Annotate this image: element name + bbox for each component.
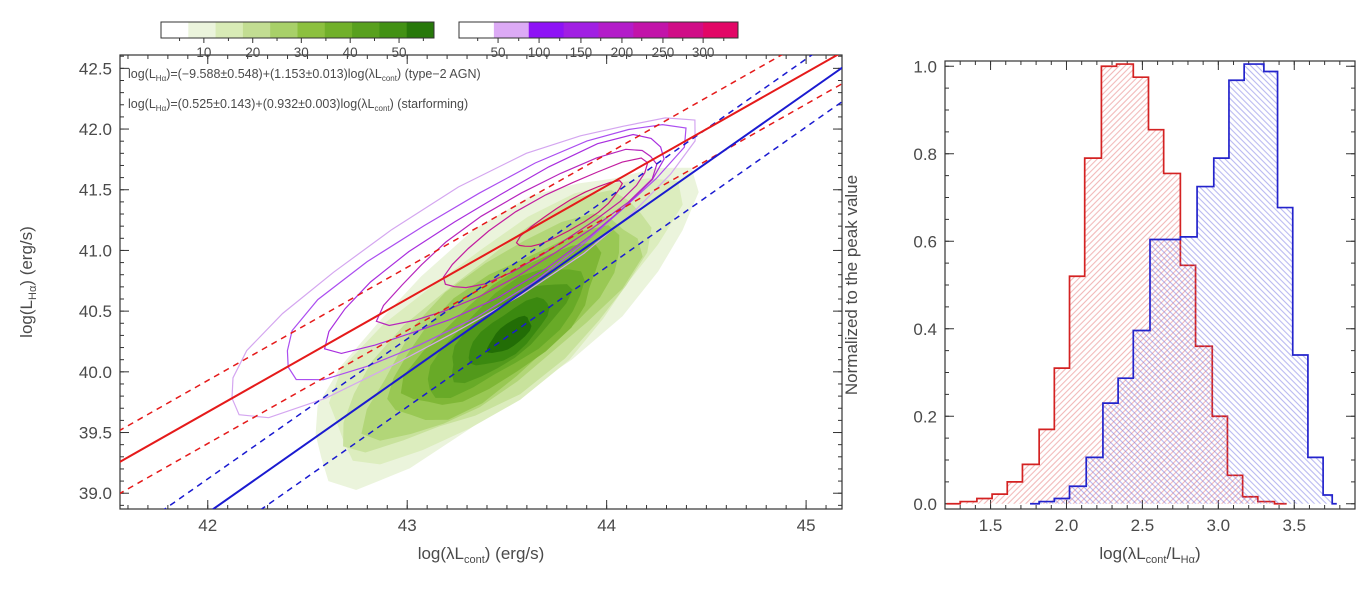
colorbar-swatch (188, 22, 217, 38)
axis-text: 0.2 (913, 407, 937, 426)
axis-text: 42.0 (79, 120, 112, 139)
colorbar-swatch (633, 22, 669, 38)
axis-text: log(LHα) (erg/s) (17, 226, 39, 338)
axis-text: 40.0 (79, 363, 112, 382)
fit-equation-1: log(LHα)=(−9.588±0.548)+(1.153±0.013)log… (128, 67, 481, 83)
green-density-contours (315, 167, 699, 491)
luminosity-ratio-histogram-panel: 1.5 2.0 2.5 3.0 3.5 0.0 0.2 0.4 0.6 0.8 1.0 log(λLc… (842, 57, 1356, 566)
type2-agn-histogram-outline (1030, 63, 1337, 505)
axis-text: 0.6 (913, 232, 937, 251)
axis-text: 44 (597, 516, 616, 535)
axis-text: 2.5 (1131, 516, 1155, 535)
purple-contour-level-250 (442, 157, 649, 289)
fit-equations: log(LHα)=(−9.588±0.548)+(1.153±0.013)log… (128, 67, 481, 113)
axis-text: 41.0 (79, 241, 112, 260)
colorbar-swatch (459, 22, 495, 38)
colorbar-swatch (297, 22, 326, 38)
axis-text: Normalized to the peak value (842, 175, 861, 395)
axis-text: 250 (652, 45, 675, 60)
colorbar-swatch (668, 22, 704, 38)
axes-frame: 1.5 2.0 2.5 3.0 3.5 0.0 0.2 0.4 0.6 0.8 1.0 log(λLc… (842, 57, 1356, 566)
colorbar-swatch (598, 22, 634, 38)
luminosity-correlation-panel: 42 43 44 45 39.0 39.5 40.0 40.5 41.0 41.5 42.0 42.5… (17, 54, 843, 566)
axis-text: 200 (611, 45, 634, 60)
type2-agn-fit-band (163, 55, 814, 509)
colorbar-swatch (493, 22, 530, 38)
green-density-colorbar: 10 20 30 40 50 (160, 21, 435, 60)
axis-text: 2.0 (1055, 516, 1079, 535)
axis-text: log(λLcont) (erg/s) (418, 544, 545, 566)
purple-contour-level-300 (515, 180, 624, 247)
axis-text: 100 (528, 45, 551, 60)
axis-text: 39.5 (79, 424, 112, 443)
axis-text: 3.0 (1207, 516, 1231, 535)
axis-text: 3.5 (1282, 516, 1306, 535)
starforming-fit-line (120, 55, 840, 463)
axis-text: 0.4 (913, 320, 937, 339)
axis-text: 1.0 (913, 57, 937, 76)
axes-frame: 42 43 44 45 39.0 39.5 40.0 40.5 41.0 41.5 42.0 42.5… (17, 54, 843, 566)
type2-agn-fit-band (260, 100, 842, 509)
axis-text: 41.5 (79, 181, 112, 200)
fit-equation-2: log(LHα)=(0.525±0.143)+(0.932±0.003)log(… (128, 97, 468, 113)
axis-text: log(λLcont/LHα) (1099, 544, 1200, 566)
axis-text: 0.0 (913, 495, 937, 514)
axis-text: 1.5 (979, 516, 1003, 535)
axis-text: 10 (196, 45, 211, 60)
purple-contour-level-150 (323, 133, 665, 355)
colorbar-swatch (352, 22, 380, 38)
axis-text: 300 (692, 45, 715, 60)
axis-text: 43 (398, 516, 417, 535)
axis-text: 30 (294, 45, 309, 60)
purple-density-contours (231, 117, 696, 419)
axis-text: 40.5 (79, 302, 112, 321)
axis-text: 42.5 (79, 59, 112, 78)
type2-agn-fit-line (211, 66, 842, 509)
axis-text: 50 (491, 45, 506, 60)
axis-text: 50 (392, 45, 407, 60)
colorbar-swatch (161, 22, 189, 38)
colorbar-swatch (379, 22, 408, 38)
axis-text: 45 (797, 516, 816, 535)
axis-text: 150 (570, 45, 593, 60)
type2-agn-histogram-fill (1030, 64, 1337, 504)
axis-text: 0.8 (913, 145, 937, 164)
colorbar-swatch (703, 22, 739, 38)
colorbar-swatch (563, 22, 599, 38)
axis-text: 42 (198, 516, 217, 535)
colorbar-swatch (270, 22, 298, 38)
colorbar-swatch (528, 22, 565, 38)
colorbar-swatch (406, 22, 435, 38)
axis-text: 40 (343, 45, 358, 60)
colorbar-swatch (242, 22, 271, 38)
colorbar-swatch (215, 22, 244, 38)
axis-text: 20 (245, 45, 260, 60)
purple-contour-level-200 (375, 148, 658, 327)
axis-text: 39.0 (79, 484, 112, 503)
colorbar-swatch (324, 22, 353, 38)
purple-density-colorbar: 50 100 150 200 250 300 (458, 21, 739, 60)
